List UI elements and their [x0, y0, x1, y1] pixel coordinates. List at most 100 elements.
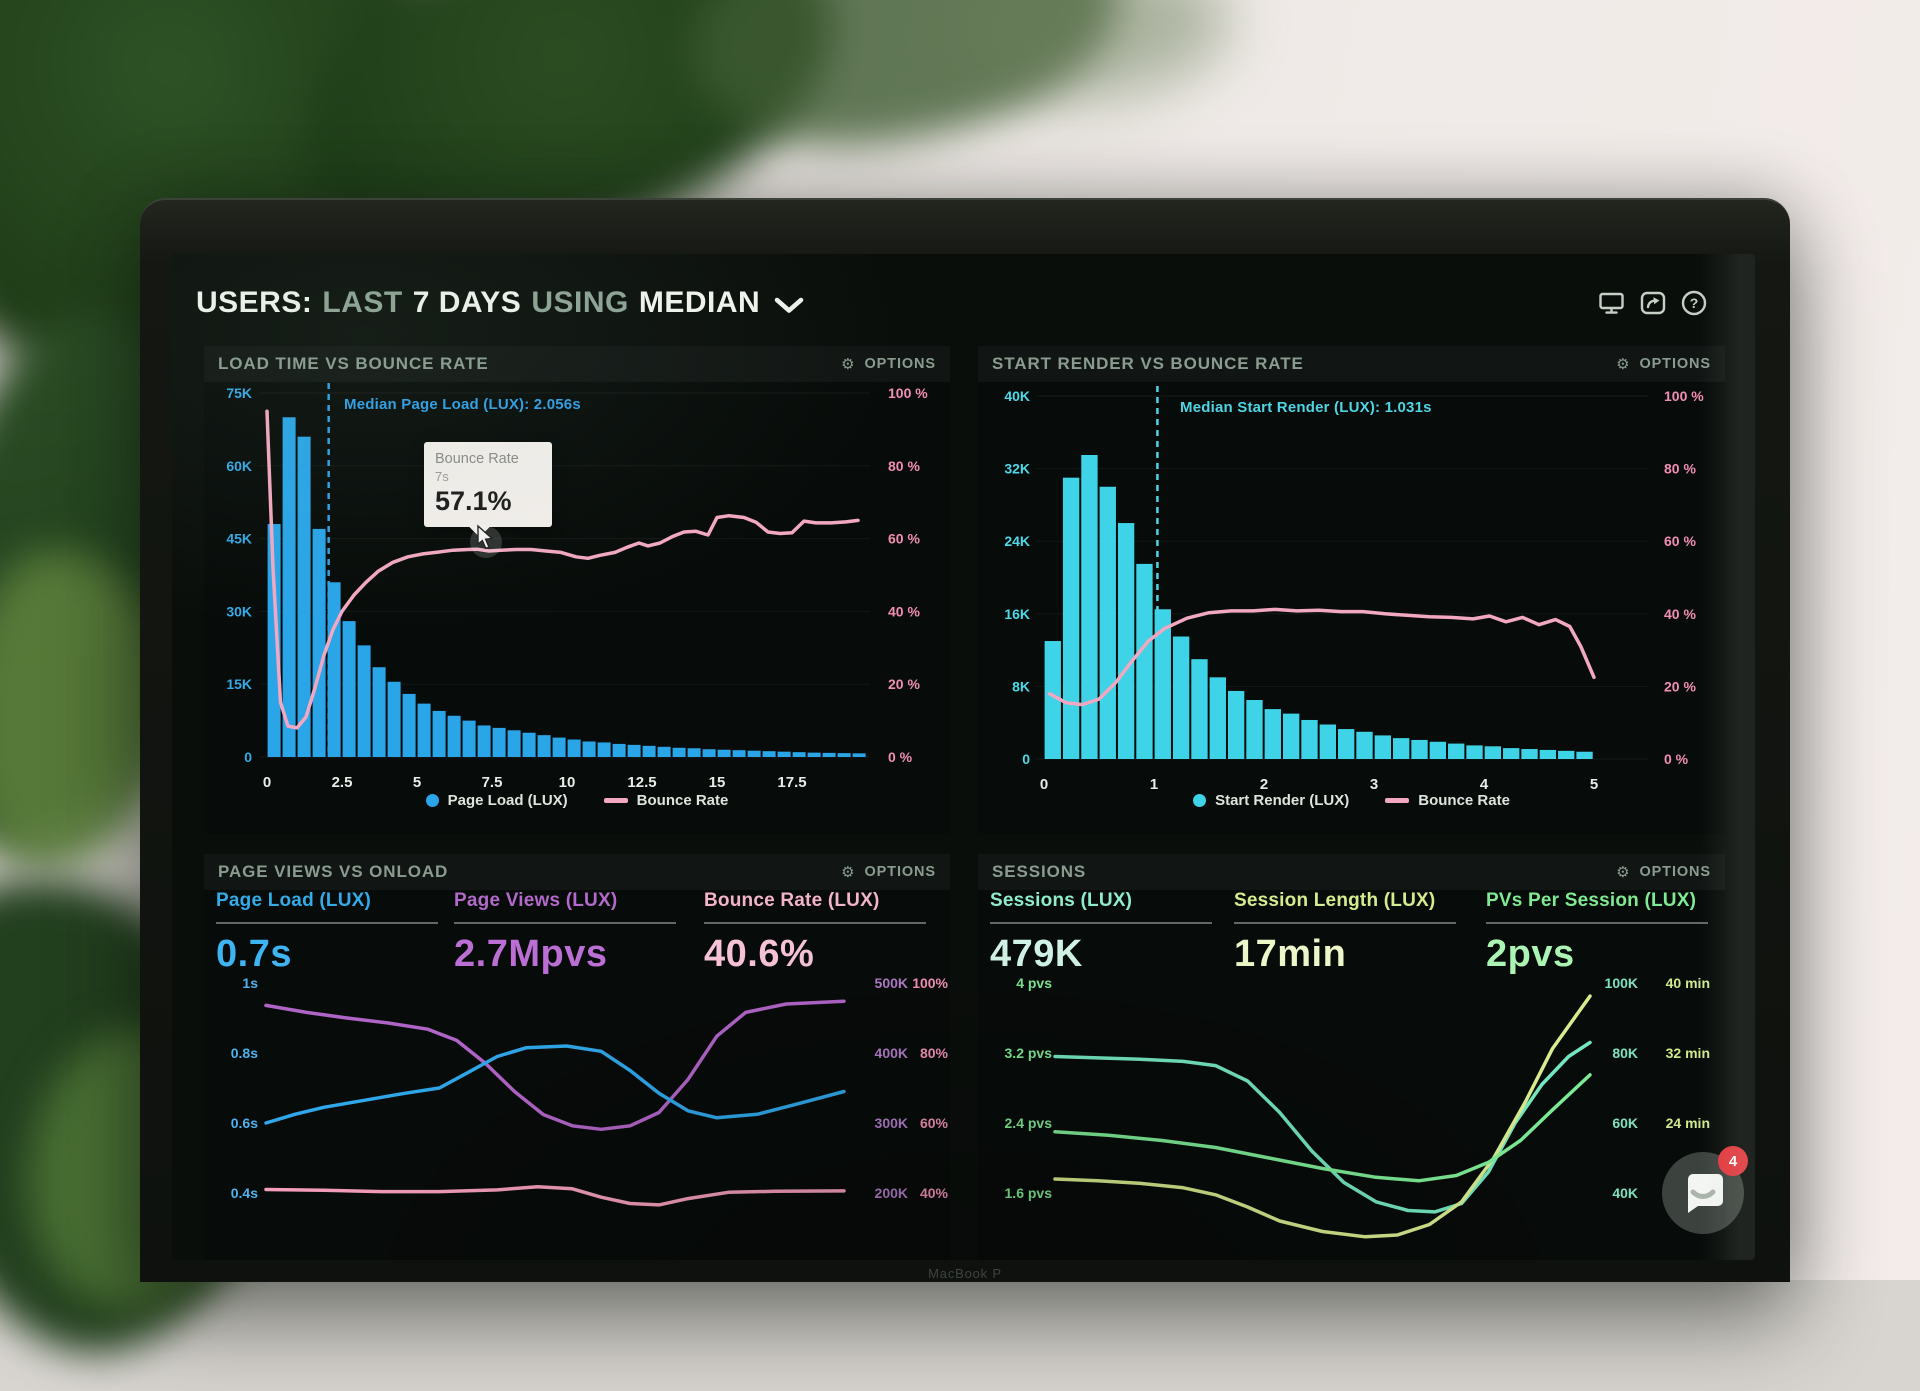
histogram-bar[interactable] — [1062, 477, 1080, 759]
histogram-bar[interactable] — [402, 693, 416, 757]
panel-title: SESSIONS — [992, 862, 1087, 881]
median-annotation: Median Page Load (LUX): 2.056s — [344, 396, 581, 413]
histogram-bar[interactable] — [1282, 713, 1300, 759]
histogram-bar[interactable] — [492, 727, 506, 757]
histogram-bar[interactable] — [1356, 731, 1373, 759]
histogram-bar[interactable] — [567, 739, 581, 757]
histogram-bar[interactable] — [1301, 719, 1318, 759]
histogram-bar[interactable] — [702, 749, 716, 757]
histogram-bar[interactable] — [432, 710, 446, 757]
options-button[interactable]: ⚙ OPTIONS — [1616, 862, 1711, 881]
histogram-bar[interactable] — [642, 745, 656, 757]
y-axis-tick: 0 — [244, 749, 252, 765]
histogram-bar[interactable] — [852, 753, 866, 757]
histogram-bar[interactable] — [1539, 749, 1557, 759]
histogram-bar[interactable] — [1154, 609, 1171, 759]
y2-axis-tick: 60K — [1612, 1115, 1638, 1131]
histogram-bar[interactable] — [1136, 563, 1153, 759]
panel-header: SESSIONS ⚙ OPTIONS — [978, 854, 1725, 890]
histogram-bar[interactable] — [1264, 709, 1281, 759]
histogram-bar[interactable] — [1044, 641, 1061, 759]
histogram-bar[interactable] — [672, 747, 686, 757]
histogram-bar[interactable] — [1576, 751, 1593, 759]
histogram-bar[interactable] — [312, 528, 326, 757]
histogram-bar[interactable] — [1484, 746, 1502, 759]
share-icon[interactable] — [1640, 290, 1666, 316]
histogram-bar[interactable] — [762, 751, 776, 757]
histogram-bar[interactable] — [687, 748, 701, 757]
histogram-bar[interactable] — [612, 743, 626, 757]
histogram-bar[interactable] — [1209, 677, 1226, 759]
histogram-bar[interactable] — [477, 725, 491, 757]
histogram-bar[interactable] — [582, 741, 596, 757]
histogram-bar[interactable] — [1099, 486, 1116, 759]
histogram-bar[interactable] — [522, 732, 536, 757]
histogram-bar[interactable] — [807, 752, 821, 757]
histogram-bar[interactable] — [597, 742, 611, 757]
histogram-bar[interactable] — [1411, 739, 1428, 759]
histogram-bar[interactable] — [387, 681, 401, 757]
histogram-bar[interactable] — [1246, 700, 1263, 759]
histogram-bar[interactable] — [822, 752, 836, 757]
histogram-bar[interactable] — [1521, 749, 1538, 759]
histogram-bar[interactable] — [1337, 729, 1355, 759]
y2-axis-tick: 100 % — [888, 385, 928, 401]
histogram-bar[interactable] — [1393, 738, 1410, 759]
histogram-bar[interactable] — [342, 621, 356, 757]
page-views-onload-line-chart[interactable]: 1s 0.8s 0.6s 0.4s 500K 100% 400K 80% 300K 60% 200K… — [204, 854, 950, 1260]
histogram-bar[interactable] — [1558, 750, 1575, 759]
load-time-histogram-chart[interactable]: 75K 100 % 60K 80 % 45K 60 % 30K 40 % 15K 20 % 0 0 %… — [204, 346, 950, 834]
mouse-cursor — [470, 524, 502, 558]
histogram-bar[interactable] — [372, 667, 386, 757]
histogram-bar[interactable] — [447, 715, 461, 757]
histogram-bar[interactable] — [747, 750, 761, 757]
histogram-bar[interactable] — [657, 746, 671, 757]
histogram-bar[interactable] — [267, 524, 281, 757]
histogram-bar[interactable] — [1429, 741, 1447, 759]
histogram-bar[interactable] — [1172, 636, 1190, 759]
y3-axis-tick: 32 min — [1666, 1045, 1710, 1061]
dashboard-header: USERS: LAST 7 DAYS USING MEDIAN — [196, 280, 1707, 326]
histogram-bar[interactable] — [1227, 690, 1245, 759]
chat-launcher-button[interactable]: 4 — [1662, 1146, 1748, 1234]
options-button[interactable]: ⚙ OPTIONS — [841, 354, 936, 373]
histogram-bar[interactable] — [327, 582, 341, 757]
y2-axis-tick: 100K — [1605, 975, 1638, 991]
start-render-histogram-chart[interactable]: 40K 100 % 32K 80 % 24K 60 % 16K 40 % 8K 20 % 0 0 % 0… — [978, 346, 1725, 834]
x-axis-tick: 5 — [413, 774, 421, 791]
histogram-bar[interactable] — [792, 752, 806, 757]
histogram-bar[interactable] — [1117, 523, 1135, 759]
sessions-line-chart[interactable]: 4 pvs 3.2 pvs 2.4 pvs 1.6 pvs 100K 40 min 80K 3… — [978, 854, 1725, 1260]
histogram-bar[interactable] — [777, 751, 791, 757]
histogram-bar[interactable] — [357, 645, 371, 757]
histogram-bar[interactable] — [732, 750, 746, 757]
histogram-bar[interactable] — [507, 730, 521, 757]
options-button[interactable]: ⚙ OPTIONS — [1616, 354, 1711, 373]
legend-item: Bounce Rate — [603, 792, 728, 809]
histogram-bar[interactable] — [537, 735, 551, 757]
display-icon[interactable] — [1598, 290, 1625, 316]
histogram-bar[interactable] — [1503, 748, 1520, 759]
histogram-bar[interactable] — [1374, 735, 1392, 759]
histogram-bar[interactable] — [297, 436, 311, 757]
histogram-bar[interactable] — [1081, 454, 1098, 759]
metric-divider — [454, 922, 676, 924]
histogram-bar[interactable] — [837, 753, 851, 757]
histogram-bar[interactable] — [627, 744, 641, 757]
panel-title: PAGE VIEWS VS ONLOAD — [218, 862, 449, 881]
y-axis-tick: 24K — [1004, 533, 1030, 549]
chevron-down-icon[interactable] — [774, 297, 804, 314]
histogram-bar[interactable] — [1191, 659, 1208, 759]
y-axis-tick: 0.4s — [231, 1185, 258, 1201]
help-icon[interactable]: ? — [1681, 290, 1707, 316]
histogram-bar[interactable] — [717, 749, 731, 757]
histogram-bar[interactable] — [1448, 743, 1465, 759]
histogram-bar[interactable] — [417, 703, 431, 757]
x-axis-tick: 1 — [1150, 776, 1158, 793]
histogram-bar[interactable] — [552, 737, 566, 757]
histogram-bar[interactable] — [462, 720, 476, 757]
histogram-bar[interactable] — [1466, 745, 1483, 759]
histogram-bar[interactable] — [282, 417, 296, 757]
options-button[interactable]: ⚙ OPTIONS — [841, 862, 936, 881]
histogram-bar[interactable] — [1319, 724, 1336, 759]
